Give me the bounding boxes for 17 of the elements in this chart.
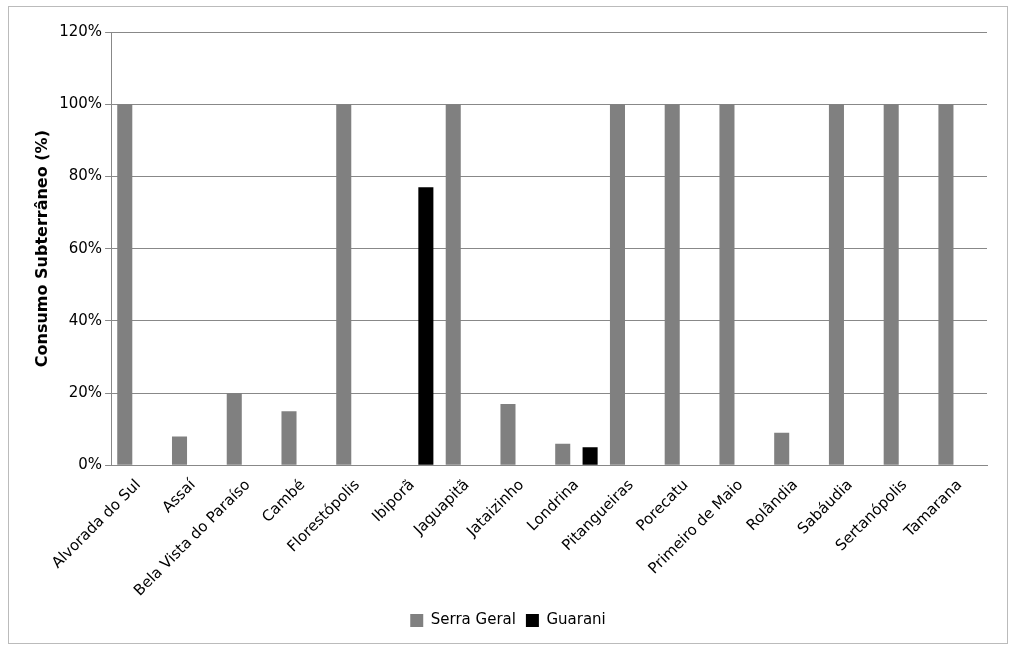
bar	[500, 403, 516, 465]
y-tick-label: 120%	[59, 21, 103, 40]
y-tick-label: 20%	[68, 382, 103, 401]
bar	[774, 432, 790, 465]
y-tick-label: 40%	[68, 310, 103, 329]
bar	[171, 436, 188, 465]
legend-label: Serra Geral	[430, 610, 516, 629]
y-tick-label: 100%	[59, 94, 103, 113]
bar	[582, 447, 598, 465]
y-tick-label: 0%	[78, 455, 103, 474]
bar	[418, 187, 434, 465]
y-axis-title: Consumo Subterrâneo (%)	[31, 130, 51, 368]
y-tick-label: 80%	[68, 166, 103, 185]
bar	[555, 443, 571, 465]
y-tick-label: 60%	[68, 238, 103, 257]
bar	[281, 411, 297, 465]
legend-label: Guarani	[546, 610, 606, 629]
